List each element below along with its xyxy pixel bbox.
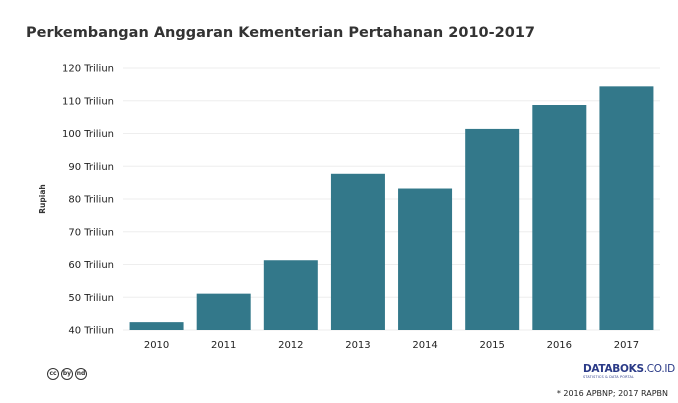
bar-2017[interactable] xyxy=(599,86,654,330)
logo-suffix-text: .CO.ID xyxy=(643,363,676,375)
bars xyxy=(129,86,654,330)
x-tick-label: 2016 xyxy=(547,340,572,351)
y-tick-label: 70 Triliun xyxy=(68,227,114,238)
x-tick-label: 2010 xyxy=(144,340,169,351)
bar-2013[interactable] xyxy=(330,173,385,330)
y-axis-tick-labels: 40 Triliun 50 Triliun 60 Triliun 70 Triliun… xyxy=(62,64,114,337)
y-tick-label: 110 Triliun xyxy=(62,96,114,107)
y-tick-label: 50 Triliun xyxy=(68,293,114,304)
x-tick-label: 2011 xyxy=(211,340,236,351)
attribution-icon[interactable]: by xyxy=(61,368,73,380)
y-tick-label: 90 Triliun xyxy=(68,162,114,173)
y-tick-label: 40 Triliun xyxy=(68,326,114,337)
license-icons: cc by nd xyxy=(47,368,87,380)
x-tick-label: 2013 xyxy=(345,340,370,351)
no-derivatives-icon[interactable]: nd xyxy=(75,368,87,380)
bar-2016[interactable] xyxy=(532,105,587,330)
chart-title: Perkembangan Anggaran Kementerian Pertah… xyxy=(26,25,535,41)
bar-2014[interactable] xyxy=(398,188,453,330)
y-tick-label: 100 Triliun xyxy=(62,129,114,140)
x-axis-tick-labels: 2010 2011 2012 2013 2014 2015 2016 2017 xyxy=(144,340,639,351)
bar-2015[interactable] xyxy=(465,128,520,330)
creative-commons-icon[interactable]: cc xyxy=(47,368,59,380)
x-tick-label: 2015 xyxy=(479,340,504,351)
x-tick-label: 2012 xyxy=(278,340,303,351)
bar-2010[interactable] xyxy=(129,322,184,330)
logo-tagline: STATISTICS & DATA PORTAL xyxy=(583,375,635,379)
y-tick-label: 80 Triliun xyxy=(68,195,114,206)
bar-2012[interactable] xyxy=(263,260,318,330)
x-tick-label: 2017 xyxy=(614,340,639,351)
logo-main-text: DATABOKS xyxy=(583,363,644,375)
y-tick-label: 120 Triliun xyxy=(62,64,114,75)
y-axis-label: Rupiah xyxy=(38,184,47,213)
databoks-logo[interactable]: DATABOKS.CO.ID STATISTICS & DATA PORTAL xyxy=(583,363,676,380)
bar-2011[interactable] xyxy=(196,293,251,330)
source-footnote: * 2016 APBNP; 2017 RAPBN xyxy=(556,389,668,398)
y-tick-label: 60 Triliun xyxy=(68,260,114,271)
x-tick-label: 2014 xyxy=(412,340,437,351)
